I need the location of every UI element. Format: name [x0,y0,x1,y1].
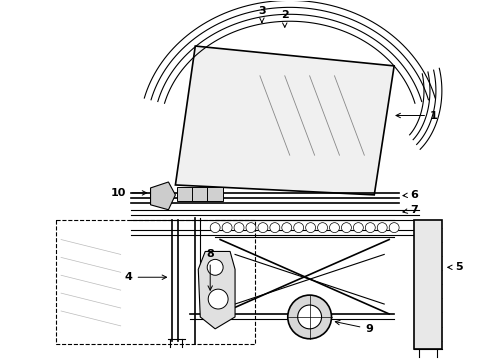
Text: 1: 1 [396,111,438,121]
Circle shape [270,223,280,233]
Text: 7: 7 [403,205,418,215]
Text: 10: 10 [111,188,147,198]
Text: 3: 3 [258,6,266,22]
Text: 8: 8 [206,249,214,290]
Circle shape [288,295,332,339]
Polygon shape [198,251,235,329]
Circle shape [366,223,375,233]
Bar [56,220,255,344]
Circle shape [377,223,387,233]
Text: 5: 5 [448,262,463,272]
Circle shape [353,223,363,233]
Circle shape [298,305,321,329]
Circle shape [306,223,316,233]
Bar [414,220,442,349]
Circle shape [329,223,340,233]
Text: 4: 4 [125,272,167,282]
Text: 9: 9 [335,320,373,334]
Circle shape [222,223,232,233]
Polygon shape [175,46,394,195]
Circle shape [210,223,220,233]
Polygon shape [150,182,175,210]
Text: 2: 2 [281,10,289,27]
Bar [177,187,193,201]
Bar [207,187,223,201]
Circle shape [389,223,399,233]
Text: 6: 6 [403,190,418,200]
Circle shape [234,223,244,233]
Circle shape [282,223,292,233]
Circle shape [258,223,268,233]
Bar [192,187,208,201]
Circle shape [318,223,327,233]
Circle shape [207,260,223,275]
Circle shape [294,223,304,233]
Circle shape [246,223,256,233]
Circle shape [342,223,351,233]
Circle shape [208,289,228,309]
